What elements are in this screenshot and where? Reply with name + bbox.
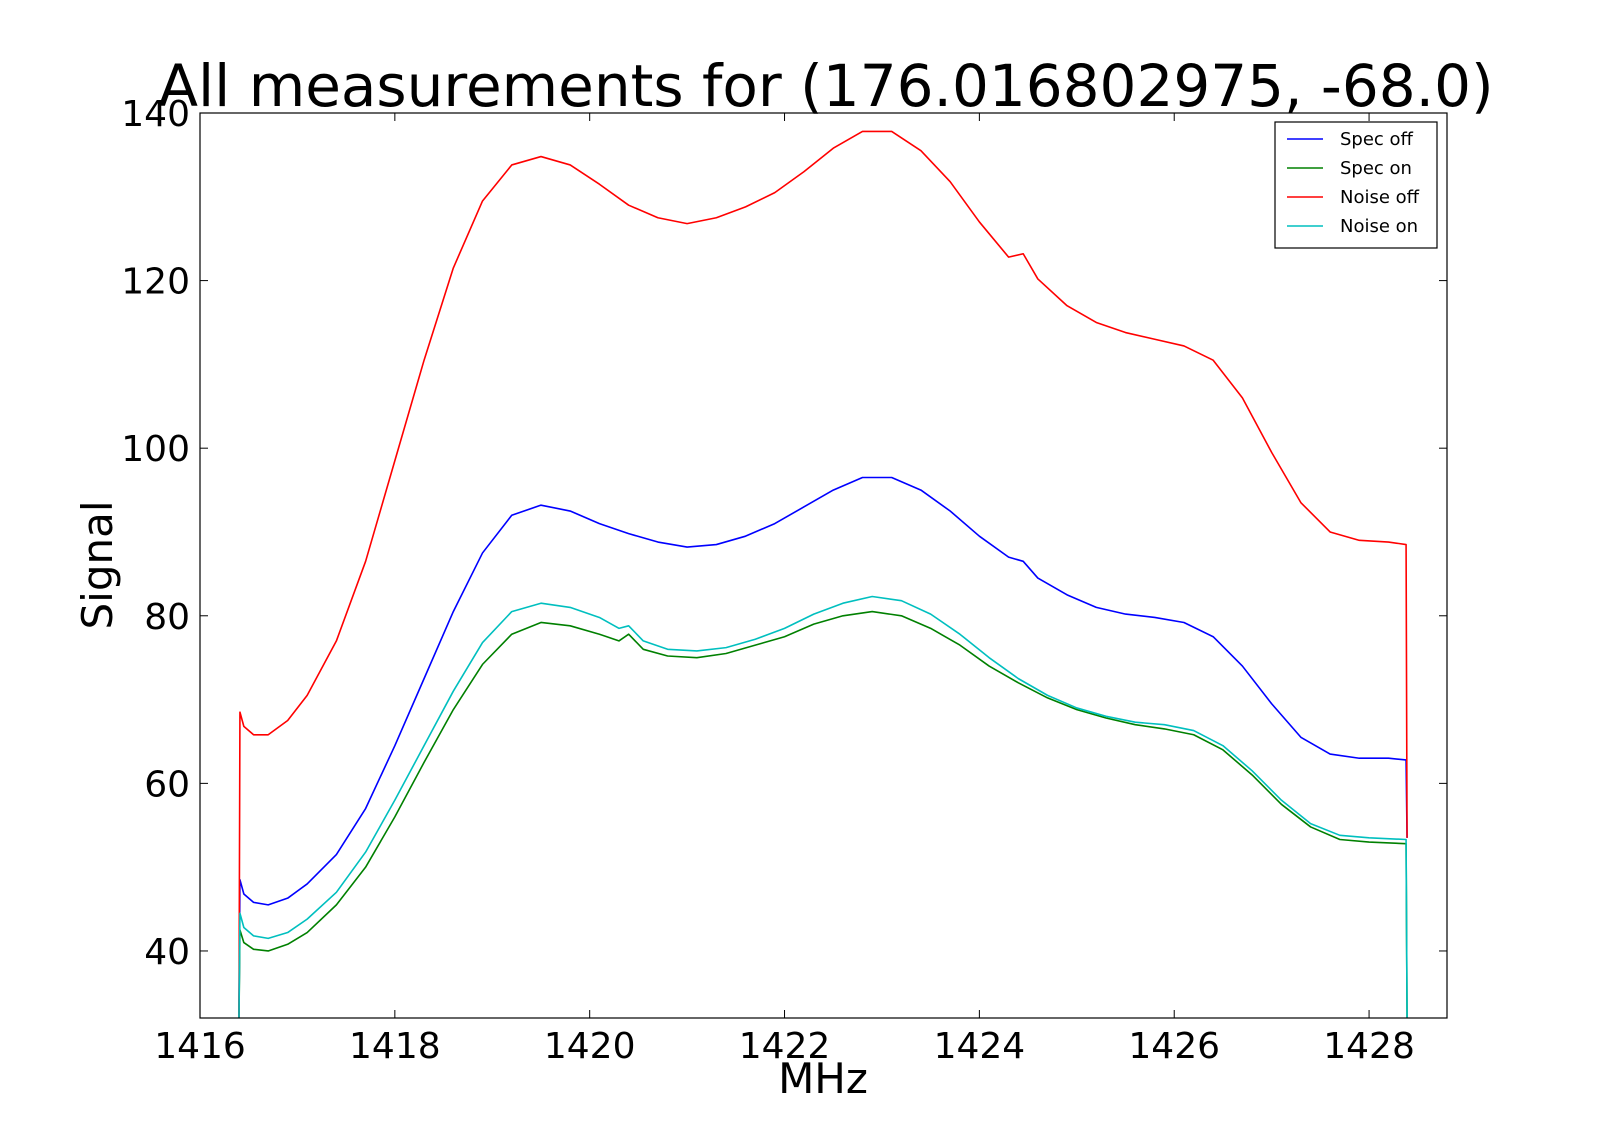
- x-tick-label: 1420: [544, 1026, 636, 1067]
- y-tick-label: 60: [144, 764, 190, 805]
- legend-label: Noise on: [1340, 216, 1418, 237]
- y-tick-label: 40: [144, 932, 190, 973]
- x-tick-label: 1424: [934, 1026, 1026, 1067]
- y-axis-label: Signal: [73, 500, 122, 629]
- y-tick-label: 120: [121, 262, 190, 303]
- legend-label: Spec on: [1340, 158, 1412, 179]
- x-tick-label: 1418: [349, 1026, 441, 1067]
- y-tick-label: 140: [121, 94, 190, 135]
- legend-label: Noise off: [1340, 187, 1420, 208]
- x-tick-label: 1426: [1128, 1026, 1220, 1067]
- axis-ticks: 1416 1418 1420 1422 1424 1426 1428 40 60 80 100 120…: [121, 94, 1447, 1067]
- series-line-noise-on: [238, 595, 1408, 1018]
- x-tick-label: 1422: [739, 1026, 831, 1067]
- series-line-noise-off: [238, 130, 1408, 1018]
- y-tick-label: 80: [144, 597, 190, 638]
- series-line-spec-off: [238, 476, 1408, 1018]
- series-layer: [238, 130, 1408, 1018]
- legend-box: [1274, 121, 1438, 249]
- series-line-spec-on: [238, 610, 1408, 1018]
- legend-label: Spec off: [1340, 129, 1414, 150]
- x-tick-label: 1428: [1323, 1026, 1415, 1067]
- legend: Spec off Spec on Noise off Noise on: [1274, 121, 1438, 249]
- x-axis-label: MHz: [778, 1054, 868, 1103]
- x-tick-label: 1416: [154, 1026, 246, 1067]
- chart-title: All measurements for (176.016802975, -68…: [158, 52, 1493, 120]
- plot-frame: [199, 112, 1448, 1019]
- y-tick-label: 100: [121, 429, 190, 470]
